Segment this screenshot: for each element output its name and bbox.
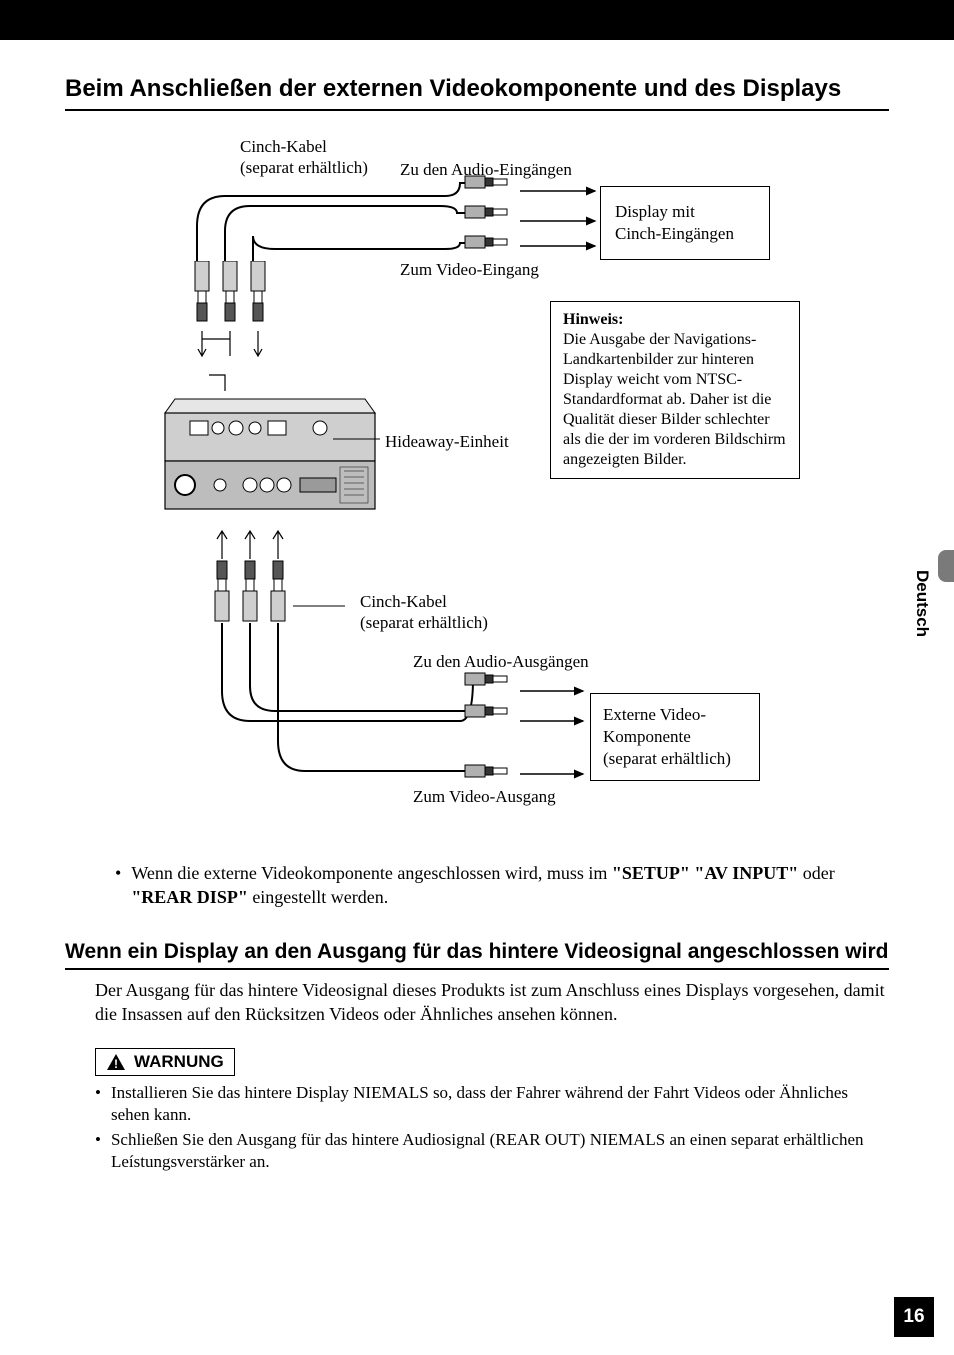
main-title: Beim Anschließen der externen Videokompo…: [65, 75, 889, 111]
warning-icon: !: [106, 1053, 126, 1071]
warnung-item: Installieren Sie das hintere Display NIE…: [95, 1082, 889, 1126]
warnung-list: Installieren Sie das hintere Display NIE…: [65, 1082, 889, 1173]
warnung-label: ! WARNUNG: [95, 1048, 235, 1076]
page-number: 16: [894, 1297, 934, 1337]
svg-text:!: !: [114, 1057, 118, 1071]
side-language-label: Deutsch: [912, 570, 932, 637]
setup-note: • Wenn die externe Videokomponente anges…: [65, 861, 889, 910]
header-black-bar: [0, 0, 954, 40]
warnung-item: Schließen Sie den Ausgang für das hinter…: [95, 1129, 889, 1173]
body-text: Der Ausgang für das hintere Videosignal …: [65, 978, 889, 1027]
sub-title: Wenn ein Display an den Ausgang für das …: [65, 940, 889, 970]
cable-lines-svg: [65, 131, 885, 851]
side-tab: [938, 550, 954, 582]
wiring-diagram: Cinch-Kabel (separat erhältlich) Zu den …: [65, 131, 889, 851]
